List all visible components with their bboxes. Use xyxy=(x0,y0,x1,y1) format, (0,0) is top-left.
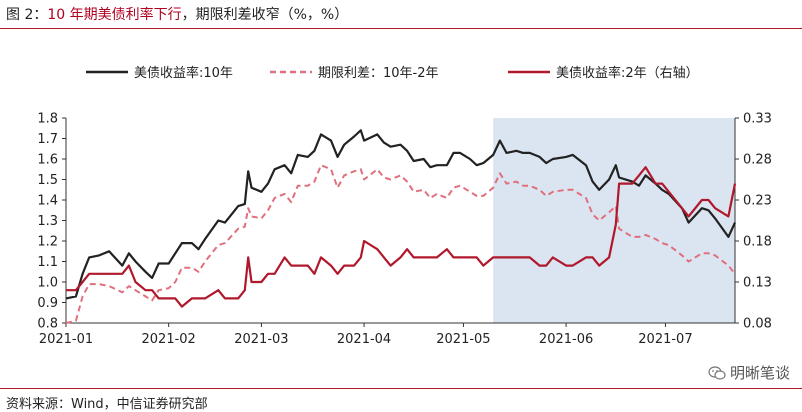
x-tick-label: 2021-03 xyxy=(234,332,288,347)
legend-label: 美债收益率:10年 xyxy=(134,65,233,81)
figure-title: 图 2：10 年期美债利率下行，期限利差收窄（%，%） xyxy=(6,4,348,24)
y-right-tick-label: 0.18 xyxy=(743,235,772,250)
wechat-icon xyxy=(708,365,726,380)
y-left-tick-label: 1.1 xyxy=(37,255,58,270)
footer-divider xyxy=(0,388,802,389)
title-highlight: 10 年期美债利率下行 xyxy=(47,7,182,23)
y-left-tick-label: 1.4 xyxy=(37,194,58,209)
y-left-tick-label: 1.2 xyxy=(37,235,58,250)
x-tick-label: 2021-05 xyxy=(436,332,490,347)
y-right-tick-label: 0.08 xyxy=(743,317,772,332)
y-left-tick-label: 0.8 xyxy=(37,317,58,332)
title-divider xyxy=(0,28,802,29)
figure-label: 图 2： xyxy=(6,7,48,23)
y-left-tick-label: 1.0 xyxy=(37,276,58,291)
x-tick-label: 2021-02 xyxy=(142,332,196,347)
source-note: 资料来源：Wind，中信证券研究部 xyxy=(6,397,208,412)
y-left-tick-label: 1.8 xyxy=(37,112,58,127)
y-right-tick-label: 0.13 xyxy=(743,276,772,291)
y-left-tick-label: 1.6 xyxy=(37,153,58,168)
line-chart: 0.8 0.9 1.0 1.1 1.2 1.3 1.4 1.5 1.6 1.7 1.8 0.08 0.1… xyxy=(37,65,772,347)
y-right-tick-label: 0.33 xyxy=(743,112,772,127)
watermark-text: 明晰笔谈 xyxy=(729,364,790,382)
legend-label: 美债收益率:2年（右轴） xyxy=(556,65,699,81)
legend-label: 期限利差：10年-2年 xyxy=(318,66,439,81)
watermark: 明晰笔谈 xyxy=(708,362,790,383)
y-left-tick-label: 0.9 xyxy=(37,296,58,311)
y-right-tick-label: 0.23 xyxy=(743,194,772,209)
x-tick-label: 2021-04 xyxy=(337,332,391,347)
highlight-region xyxy=(493,118,735,323)
y-left-tick-label: 1.5 xyxy=(37,173,58,188)
y-left-tick-label: 1.7 xyxy=(37,132,58,147)
series-line-1 xyxy=(65,129,736,300)
y-left-tick-label: 1.3 xyxy=(37,214,58,229)
x-tick-label: 2021-06 xyxy=(539,332,593,347)
series-line-3 xyxy=(66,166,737,308)
x-tick-label: 2021-01 xyxy=(39,332,93,347)
x-tick-label: 2021-07 xyxy=(638,332,692,347)
y-right-tick-label: 0.28 xyxy=(743,153,772,168)
title-rest: ，期限利差收窄（%，%） xyxy=(181,7,349,23)
